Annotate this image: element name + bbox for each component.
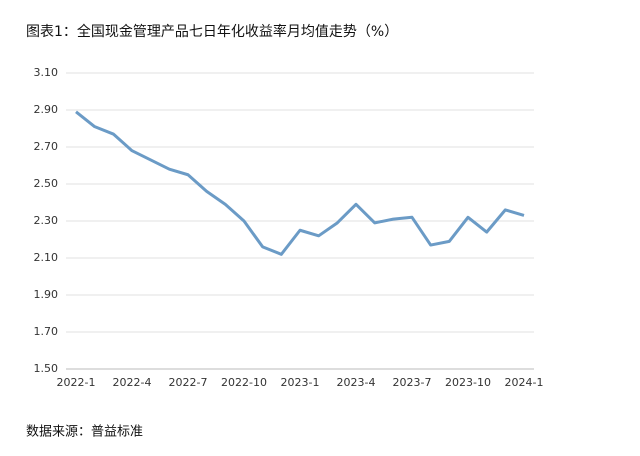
y-tick-label: 2.90 — [34, 103, 59, 116]
x-tick-label: 2022-4 — [113, 376, 152, 389]
x-tick-label: 2024-1 — [505, 376, 544, 389]
y-tick-label: 1.50 — [34, 362, 59, 375]
x-tick-label: 2023-4 — [337, 376, 376, 389]
y-tick-label: 2.30 — [34, 214, 59, 227]
y-tick-label: 2.70 — [34, 140, 59, 153]
chart-title: 图表1：全国现金管理产品七日年化收益率月均值走势（%） — [26, 23, 398, 40]
line — [75, 110, 525, 256]
x-tick-label: 2022-10 — [221, 376, 267, 389]
y-tick-label: 2.10 — [34, 251, 59, 264]
y-tick-label: 1.90 — [34, 288, 59, 301]
y-tick-label: 1.70 — [34, 325, 59, 338]
x-tick-label: 2023-1 — [281, 376, 320, 389]
y-tick-label: 3.10 — [34, 66, 59, 79]
x-tick-label: 2022-1 — [57, 376, 96, 389]
x-tick-label: 2023-7 — [393, 376, 432, 389]
y-tick-label: 2.50 — [34, 177, 59, 190]
source: 数据来源：普益标准 — [26, 425, 143, 440]
x-tick-label: 2022-7 — [169, 376, 208, 389]
x-tick-label: 2023-10 — [445, 376, 491, 389]
